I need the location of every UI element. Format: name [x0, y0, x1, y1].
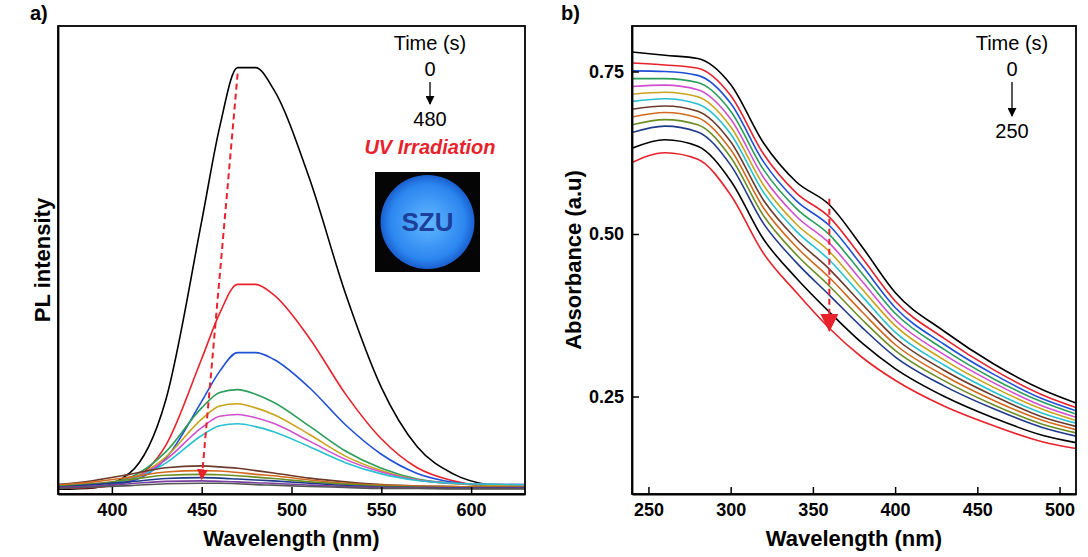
x-axis-title: Wavelength (nm) — [766, 526, 942, 551]
tick-mark — [977, 487, 979, 494]
annotation: UV Irradiation — [364, 136, 495, 158]
x-axis: 250 300 350 400 450 500 — [633, 487, 1077, 520]
spectrum-line — [58, 390, 525, 486]
tick-label: 350 — [798, 500, 828, 520]
tick: 400 — [881, 487, 911, 520]
legend-arrow — [1011, 82, 1012, 116]
tick: 0.75 — [589, 62, 639, 82]
tick: 500 — [277, 487, 307, 520]
y-axis — [58, 27, 59, 495]
spectrum-line — [58, 284, 525, 488]
tick: 300 — [716, 487, 746, 520]
axis-line — [633, 494, 1077, 496]
spectrum-line — [632, 71, 1076, 411]
tick-label: 400 — [881, 500, 911, 520]
panel-label: a) — [30, 2, 48, 24]
figure: 400 450 500 550 600 Wavelength (nm) PL intensi… — [0, 0, 1088, 557]
axis-line — [632, 27, 634, 495]
y-axis-title: PL intensity — [30, 197, 55, 322]
tick-label: 0.75 — [589, 62, 624, 82]
tick-label: 550 — [367, 500, 397, 520]
legend-title: Time (s) — [394, 32, 467, 54]
spectrum-line — [632, 120, 1076, 433]
lines — [58, 68, 525, 490]
tick-label: 0.50 — [589, 224, 624, 244]
spectrum-line — [632, 85, 1076, 417]
tick: 350 — [798, 487, 828, 520]
lines — [632, 52, 1076, 449]
spectrum-line — [632, 140, 1076, 443]
spectrum-line — [632, 126, 1076, 436]
trend-arrow — [202, 74, 238, 480]
tick: 0.25 — [589, 387, 639, 407]
tick-mark — [291, 487, 293, 494]
tick-mark — [632, 234, 639, 236]
tick: 450 — [963, 487, 993, 520]
tick-label: 500 — [277, 500, 307, 520]
annotations: Time (s) 0 250 — [829, 32, 1048, 330]
tick-label: 600 — [457, 500, 487, 520]
tick: 400 — [97, 487, 127, 520]
panel: 250 300 350 400 450 500 0.25 0.50 0.75 Wavelength… — [561, 2, 1077, 551]
inset-text: SZU — [402, 207, 454, 237]
tick-mark — [648, 487, 650, 494]
spectrum-line — [58, 404, 525, 486]
spectrum-line — [632, 63, 1076, 408]
tick-mark — [471, 487, 473, 494]
spectrum-line — [58, 478, 525, 488]
tick: 250 — [634, 487, 664, 520]
spectrum-line — [632, 153, 1076, 449]
tick: 450 — [187, 487, 217, 520]
spectrum-line — [58, 353, 525, 487]
tick-label: 500 — [1045, 500, 1075, 520]
tick-mark — [112, 487, 114, 494]
legend-start: 0 — [1006, 58, 1017, 80]
tick: 0.50 — [589, 224, 639, 244]
spectrum-line — [58, 68, 525, 490]
tick-label: 300 — [716, 500, 746, 520]
axis-line — [58, 27, 60, 495]
spectrum-line — [632, 106, 1076, 426]
tick-label: 0.25 — [589, 387, 624, 407]
tick-label: 450 — [187, 500, 217, 520]
x-axis-title: Wavelength (nm) — [203, 526, 379, 551]
tick-label: 250 — [634, 500, 664, 520]
legend-start: 0 — [424, 58, 435, 80]
tick-mark — [813, 487, 815, 494]
tick-mark — [632, 396, 639, 398]
tick-mark — [381, 487, 383, 494]
spectrum-line — [632, 92, 1076, 420]
tick-mark — [730, 487, 732, 494]
tick-mark — [201, 487, 203, 494]
tick-mark — [895, 487, 897, 494]
tick: 500 — [1045, 487, 1075, 520]
spectrum-line — [632, 79, 1076, 414]
inset-disc — [381, 175, 475, 269]
panel-label: b) — [561, 2, 580, 24]
legend-arrow — [429, 82, 430, 104]
legend-end: 480 — [413, 108, 446, 130]
legend-end: 250 — [995, 120, 1028, 142]
tick-label: 400 — [97, 500, 127, 520]
trend-arrow — [828, 199, 830, 331]
y-axis: 0.25 0.50 0.75 — [589, 27, 639, 495]
tick: 550 — [367, 487, 397, 520]
tick-mark — [632, 71, 639, 73]
annotations: Time (s) 0 480 UV Irradiation SZU — [202, 32, 496, 479]
tick: 600 — [457, 487, 487, 520]
plot-frame — [58, 26, 525, 494]
tick-mark — [1059, 487, 1061, 494]
panel: 400 450 500 550 600 Wavelength (nm) PL intensi… — [30, 2, 526, 551]
tick-label: 450 — [963, 500, 993, 520]
legend-title: Time (s) — [976, 32, 1049, 54]
plot-frame — [632, 26, 1076, 494]
y-axis-title: Absorbance (a.u) — [561, 170, 586, 350]
inset-photo — [375, 172, 480, 272]
x-axis: 400 450 500 550 600 — [59, 487, 526, 520]
